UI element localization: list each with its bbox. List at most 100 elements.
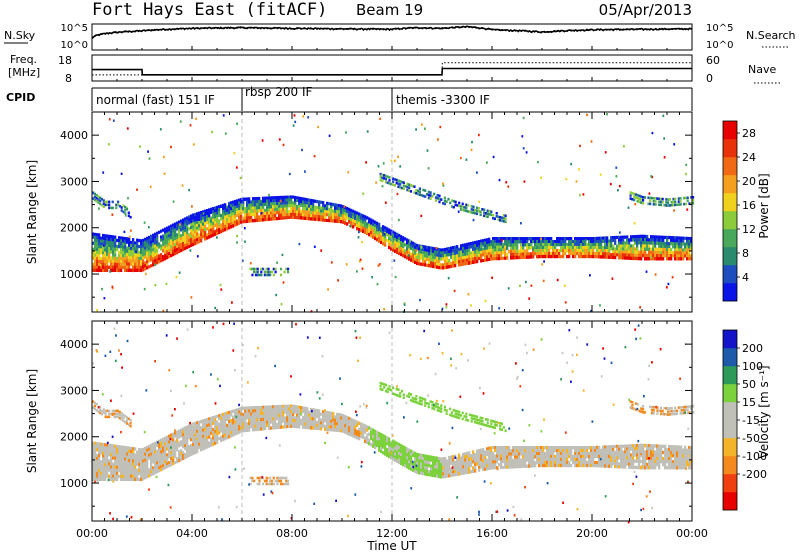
scatter-cell [502, 465, 505, 469]
scatter-cell [336, 428, 339, 432]
band-cell [122, 204, 125, 208]
scatter-cell [262, 427, 265, 431]
scatter-cell [216, 205, 219, 209]
noise-cell [537, 160, 539, 164]
scatter-cell [232, 203, 235, 207]
scatter-cell [242, 425, 245, 430]
scatter-cell [306, 204, 309, 208]
scatter-cell [104, 245, 107, 249]
scatter-cell [164, 245, 167, 249]
scatter-cell [280, 195, 283, 200]
scatter-cell [358, 430, 361, 435]
scatter-cell [130, 459, 133, 463]
scatter-cell [334, 415, 337, 419]
noise-cell [634, 203, 637, 206]
scatter-cell [202, 447, 205, 451]
scatter-cell [120, 251, 123, 255]
scatter-cell [128, 477, 131, 481]
scatter-cell [188, 236, 191, 240]
scatter-cell [516, 461, 519, 466]
scatter-cell [248, 203, 251, 207]
scatter-cell [98, 262, 101, 267]
scatter-cell [204, 234, 207, 238]
scatter-cell [170, 242, 173, 246]
scatter-cell [254, 415, 257, 419]
scatter-cell [102, 454, 105, 458]
scatter-cell [242, 413, 245, 417]
scatter-cell [204, 430, 207, 435]
noise-cell [139, 145, 141, 148]
scatter-cell [454, 254, 457, 259]
scatter-cell [216, 220, 219, 224]
noise-cell [609, 182, 612, 186]
scatter-cell [458, 469, 461, 473]
noise-cell [384, 201, 387, 204]
scatter-cell [586, 245, 589, 250]
scatter-cell [560, 240, 563, 244]
scatter-cell [562, 457, 565, 462]
scatter-cell [358, 215, 361, 219]
scatter-cell [478, 240, 481, 244]
scatter-cell [250, 418, 253, 423]
scatter-cell [310, 426, 313, 430]
band-cell [104, 203, 107, 207]
scatter-cell [150, 470, 153, 474]
scatter-cell [690, 248, 693, 252]
scatter-cell [520, 461, 523, 465]
scatter-cell [136, 268, 139, 272]
scatter-cell [310, 420, 313, 424]
band-cell [461, 208, 464, 212]
scatter-cell [148, 453, 151, 457]
scatter-cell [368, 432, 371, 436]
scatter-cell [122, 239, 125, 243]
scatter-cell [182, 436, 185, 440]
noise-cell [478, 133, 480, 137]
noise-cell [618, 231, 621, 234]
scatter-cell [524, 464, 527, 468]
scatter-cell [462, 256, 465, 260]
noise-cell [685, 172, 687, 176]
scatter-cell [372, 441, 375, 445]
scatter-cell [224, 203, 227, 207]
scatter-cell [328, 202, 331, 206]
scatter-cell [516, 446, 519, 450]
scatter-cell [384, 435, 387, 439]
scatter-cell [488, 240, 491, 244]
scatter-cell [158, 460, 161, 464]
band-cell [442, 202, 445, 205]
noise-cell [236, 234, 238, 238]
scatter-cell [248, 415, 251, 420]
scatter-cell [178, 232, 181, 236]
scatter-cell [474, 244, 477, 248]
scatter-cell [296, 210, 299, 214]
band-cell [274, 267, 277, 271]
scatter-cell [656, 235, 659, 239]
scatter-cell [680, 239, 683, 243]
band-cell [659, 203, 663, 207]
colorbar-tick-label: 8 [742, 247, 749, 260]
scatter-cell [404, 449, 407, 453]
band-cell [267, 270, 270, 274]
noise-cell [589, 274, 591, 277]
scatter-cell [504, 256, 507, 260]
scatter-cell [182, 445, 185, 449]
band-cell [672, 203, 675, 207]
scatter-cell [176, 233, 179, 237]
scatter-cell [464, 461, 467, 465]
scatter-cell [96, 471, 99, 476]
scatter-cell [412, 259, 415, 263]
colorbar-tick-label: 20 [742, 175, 756, 188]
scatter-cell [418, 465, 421, 469]
noise-cell [189, 124, 192, 127]
scatter-cell [322, 413, 325, 417]
scatter-cell [114, 256, 117, 260]
scatter-cell [532, 461, 535, 465]
scatter-cell [136, 462, 139, 466]
scatter-cell [404, 461, 407, 465]
scatter-cell [136, 241, 139, 245]
scatter-cell [526, 449, 529, 453]
scatter-cell [126, 474, 129, 478]
scatter-cell [164, 439, 167, 443]
scatter-cell [518, 461, 521, 465]
noise-cell [633, 242, 636, 245]
